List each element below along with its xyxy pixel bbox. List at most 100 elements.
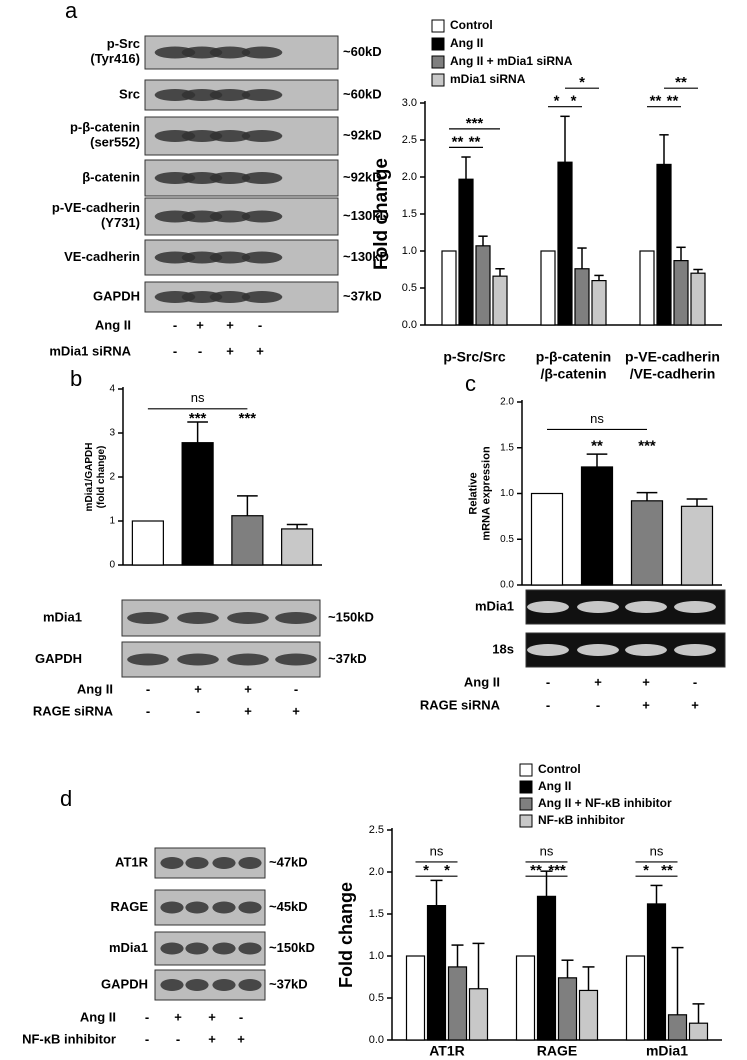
treatment-sign: - [146, 681, 150, 696]
blot-band [527, 644, 569, 656]
blot-band [181, 46, 223, 59]
blot-label: 18s [492, 641, 514, 656]
blot-band [527, 601, 569, 613]
blot-size: ~150kD [269, 940, 315, 955]
legend-swatch [519, 780, 533, 794]
blot-band [185, 942, 209, 955]
treatment-sign: + [594, 674, 602, 689]
significance-label: ** [667, 93, 679, 110]
y-tick-label: 0.0 [500, 580, 514, 591]
blot-band [209, 291, 251, 303]
significance-label: ns [590, 411, 604, 426]
bar [426, 904, 447, 1041]
legend-label: Ang II [538, 779, 571, 793]
legend-swatch [431, 37, 445, 51]
significance-label: *** [638, 437, 656, 454]
bar [475, 245, 491, 326]
blot-label: GAPDH [93, 288, 140, 303]
blot-size: ~37kD [269, 976, 308, 991]
blot-band [181, 291, 223, 303]
x-tick-label: p-VE-cadherin/VE-cadherin [625, 348, 720, 381]
treatment-sign: - [546, 697, 550, 712]
y-tick-label: 0.5 [500, 534, 514, 545]
blot-label: GAPDH [101, 976, 148, 991]
blot-band [127, 612, 169, 624]
significance-label: ** [591, 437, 603, 454]
treatment-sign: + [194, 681, 202, 696]
panel-letter: d [60, 786, 72, 811]
treatment-sign: - [294, 681, 298, 696]
treatment-sign: + [208, 1009, 216, 1024]
significance-label: ** [452, 133, 464, 150]
blot-band [181, 251, 223, 264]
blot-band [209, 210, 251, 223]
treatment-sign: + [208, 1031, 216, 1046]
blot-size: ~92kD [343, 127, 382, 142]
legend-swatch [519, 797, 533, 811]
blot-band [625, 644, 667, 656]
bar [468, 988, 489, 1041]
blot-band [212, 979, 236, 991]
blot-band [160, 857, 184, 869]
blot-label: mDia1 [109, 940, 148, 955]
blot-label: mDia1 [43, 609, 82, 624]
bar [646, 903, 667, 1041]
blot-label: mDia1 [475, 598, 514, 613]
bar [405, 955, 426, 1041]
blot-band [212, 942, 236, 955]
blot-band [209, 46, 251, 59]
y-tick-label: 2.0 [402, 171, 417, 183]
significance-label: ** [675, 74, 687, 91]
bar [447, 966, 468, 1041]
treatment-sign: - [198, 343, 202, 358]
treatment-label: RAGE siRNA [420, 697, 501, 712]
blot-band [674, 644, 716, 656]
x-tick-label: AT1R [429, 1043, 465, 1059]
x-tick-label: mDia1 [646, 1043, 688, 1059]
blot-band [238, 857, 262, 869]
y-tick-label: 3 [109, 428, 115, 439]
treatment-label: Ang II [464, 674, 500, 689]
treatment-sign: - [196, 703, 200, 718]
legend-label: Ang II [450, 36, 483, 50]
legend-swatch [519, 814, 533, 828]
blot-size: ~37kD [328, 651, 367, 666]
treatment-sign: + [174, 1009, 182, 1024]
blot-band [577, 601, 619, 613]
blot-band [241, 46, 283, 59]
significance-label: ns [540, 843, 554, 858]
treatment-label: Ang II [80, 1009, 116, 1024]
significance-label: ** [650, 93, 662, 110]
panel-letter: a [65, 0, 78, 23]
blot-band [241, 89, 283, 101]
bar [630, 500, 664, 586]
bar [492, 275, 508, 326]
bar [690, 272, 706, 326]
treatment-label: mDia1 siRNA [49, 343, 131, 358]
blot-label: p-VE-cadherin (Y731) [52, 200, 140, 230]
blot-band [209, 89, 251, 101]
treatment-sign: + [642, 697, 650, 712]
y-tick-label: 1.0 [369, 950, 384, 962]
x-tick-label: RAGE [537, 1043, 577, 1059]
legend-swatch [431, 55, 445, 69]
treatment-sign: + [196, 317, 204, 332]
blot-band [238, 979, 262, 991]
blot-size: ~130kD [343, 249, 389, 264]
bar [557, 977, 578, 1041]
legend-label: Control [538, 762, 581, 776]
bar [441, 250, 457, 326]
blot-band [181, 89, 223, 101]
blot-band [181, 130, 223, 142]
significance-label: * [579, 74, 585, 91]
y-axis-label: mDia1/GAPDH(fold change) [84, 443, 107, 512]
bar [578, 989, 599, 1041]
blot-band [127, 653, 169, 666]
blot-band [209, 130, 251, 142]
treatment-sign: + [226, 343, 234, 358]
treatment-sign: - [546, 674, 550, 689]
blot-band [160, 979, 184, 991]
blot-label: RAGE [110, 899, 148, 914]
significance-label: *** [239, 410, 257, 427]
significance-label: * [571, 93, 577, 110]
